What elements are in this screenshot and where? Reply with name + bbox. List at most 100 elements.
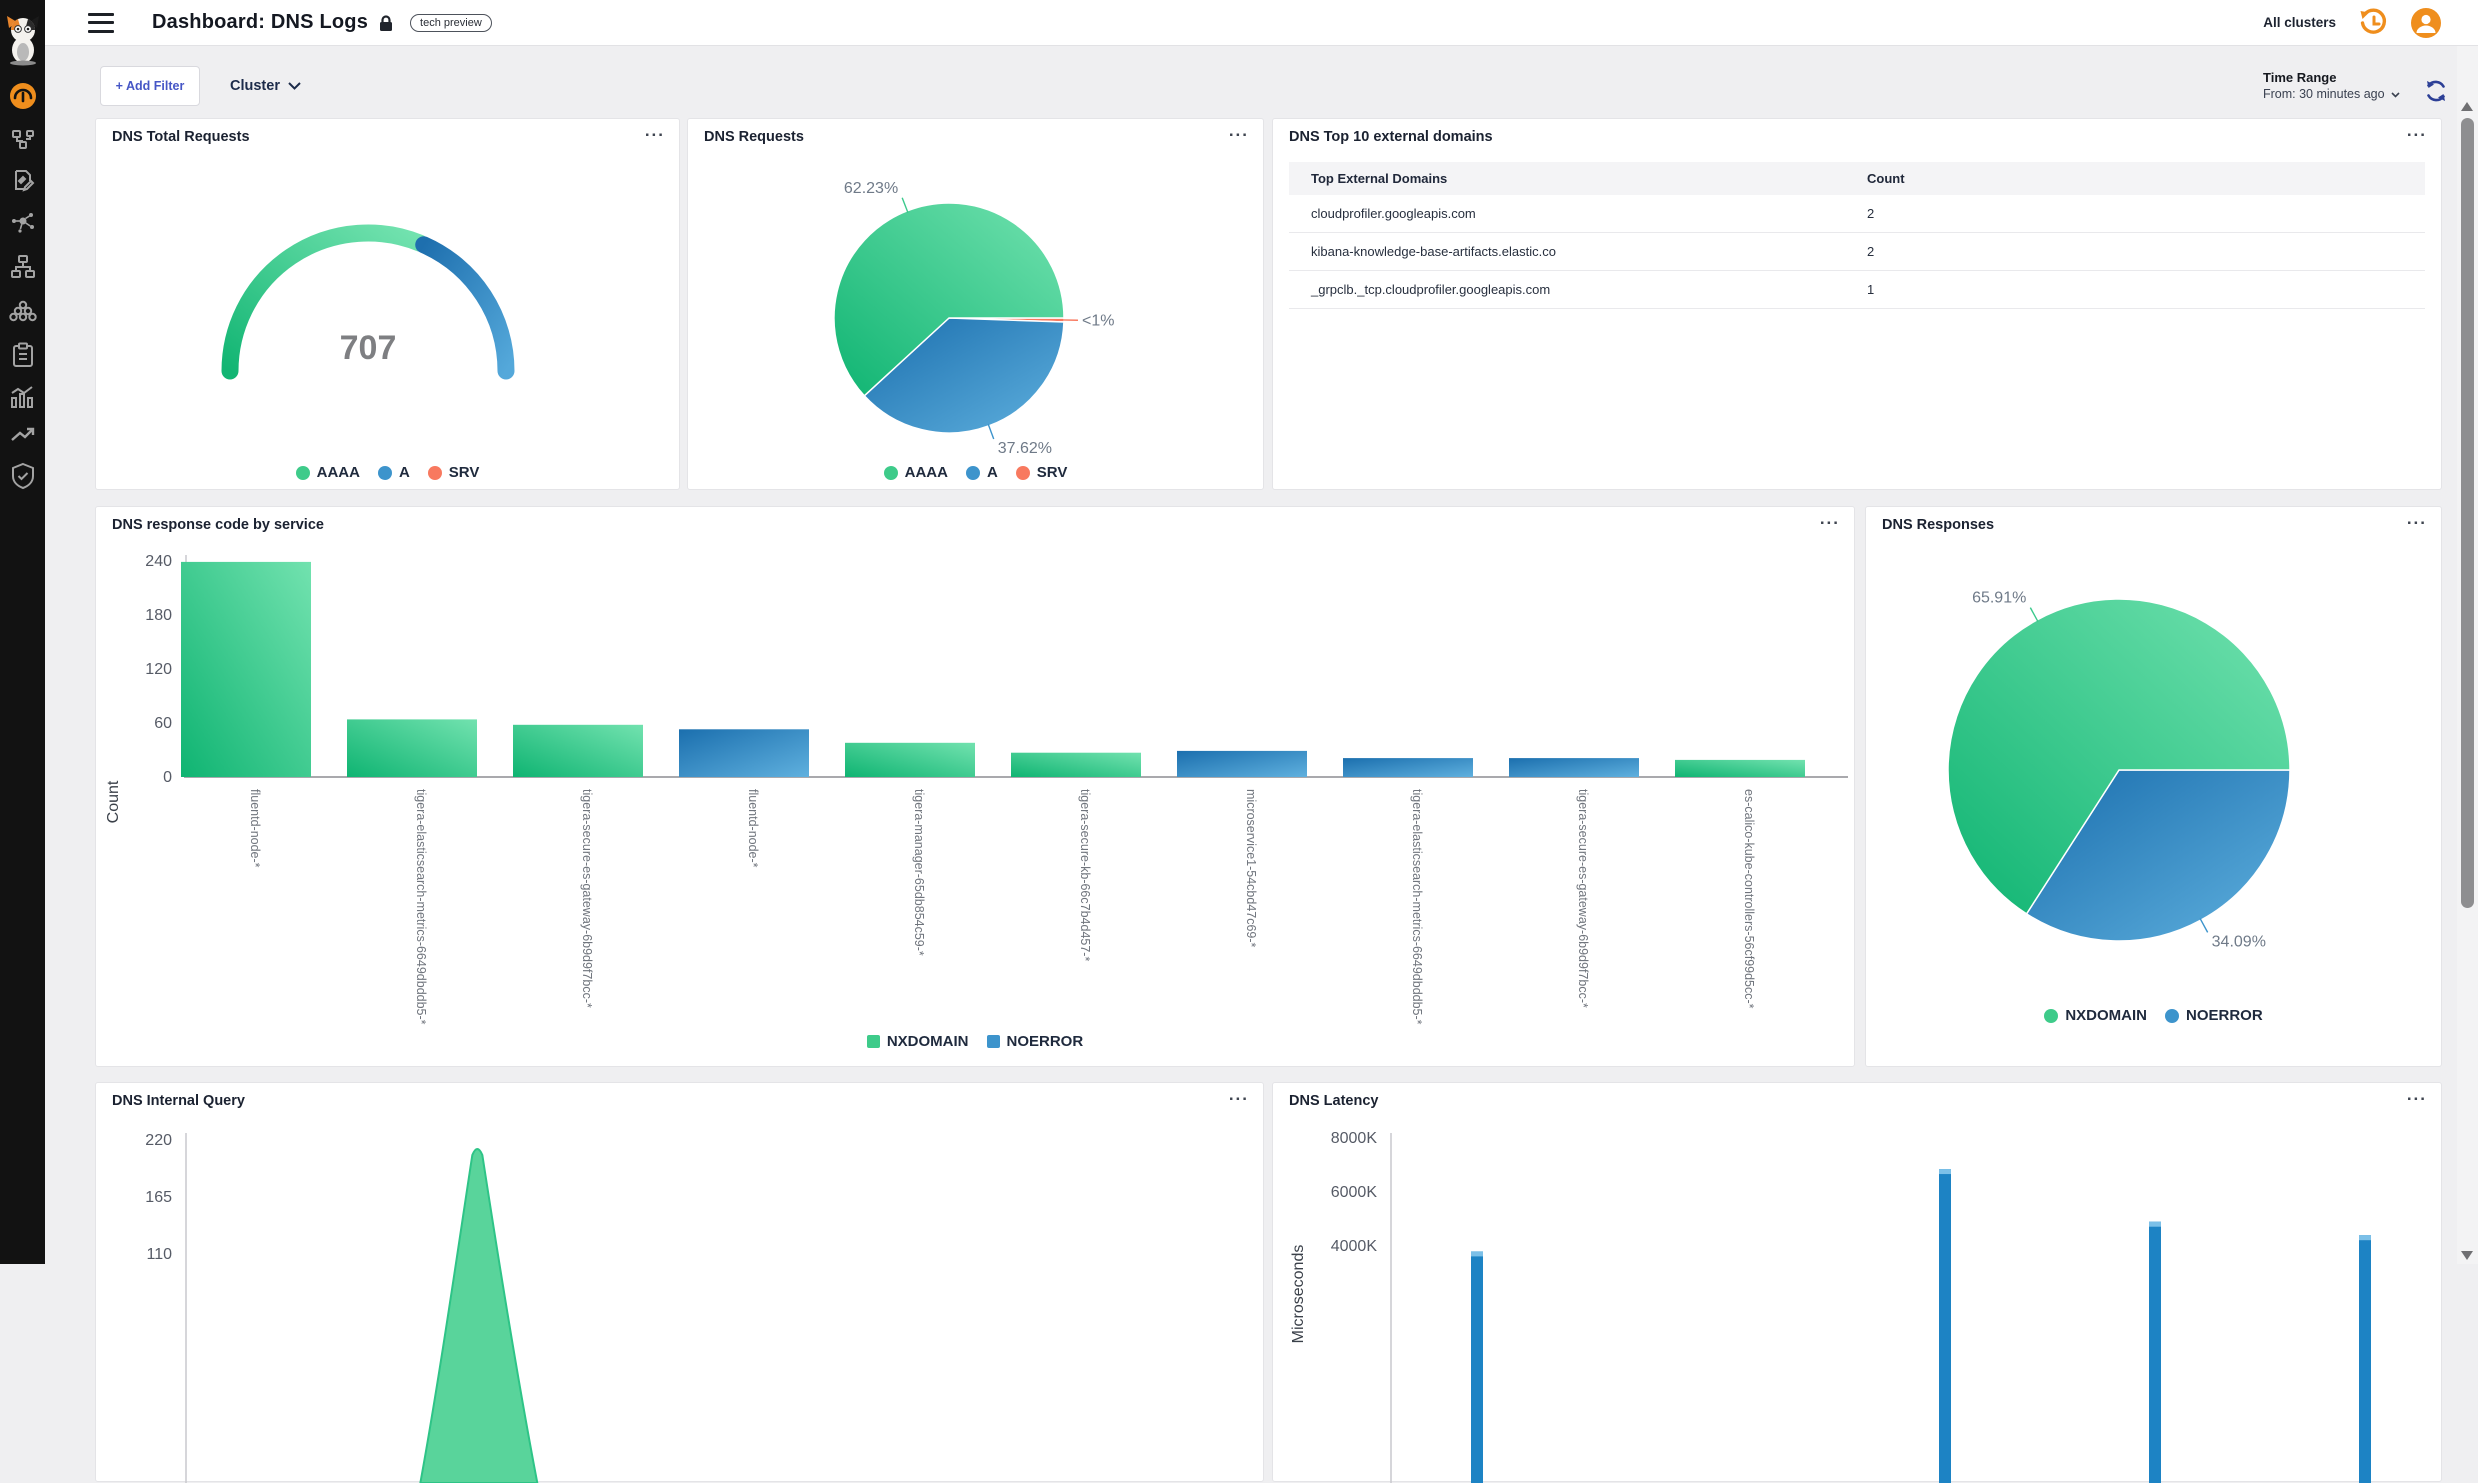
legend-item-a[interactable]: A: [377, 464, 410, 481]
panel-menu-button[interactable]: ...: [2406, 121, 2427, 140]
y-axis-tick: 0: [163, 769, 172, 786]
legend-swatch: [986, 1035, 1000, 1048]
bar-noerror[interactable]: [679, 729, 809, 777]
legend-label: NOERROR: [1006, 1033, 1084, 1050]
calico-cat-logo[interactable]: [0, 14, 45, 66]
pie-slice-label: <1%: [1082, 312, 1114, 329]
scroll-up-arrow[interactable]: [2461, 102, 2473, 111]
shield-check-icon: [11, 462, 34, 490]
page-title: Dashboard: DNS Logs: [152, 11, 369, 33]
legend-item-aaaa[interactable]: AAAA: [295, 464, 360, 481]
chevron-down-icon: [288, 82, 301, 90]
x-axis-category-label: tigera-secure-kb-66c7b4d457-*: [1078, 789, 1092, 961]
bar-nxdomain[interactable]: [845, 742, 975, 777]
vertical-scrollbar[interactable]: [2457, 46, 2478, 1264]
sidebar-item-network-sets[interactable]: [0, 254, 45, 280]
legend-item-srv[interactable]: SRV: [427, 464, 480, 481]
bar-noerror[interactable]: [1177, 750, 1307, 777]
y-axis-tick: 60: [154, 715, 172, 732]
sidebar-item-compliance[interactable]: [0, 342, 45, 368]
panel-menu-button[interactable]: ...: [2406, 1085, 2427, 1104]
panel-menu-button[interactable]: ...: [1228, 121, 1249, 140]
sidebar-item-dashboards[interactable]: [0, 82, 45, 110]
sidebar-item-topology[interactable]: [0, 128, 45, 152]
sidebar-item-policies[interactable]: [0, 168, 45, 192]
x-axis-category-label: tigera-secure-es-gateway-6b9d9f7bcc-*: [580, 789, 594, 1008]
bar-nxdomain[interactable]: [181, 561, 311, 777]
y-axis-tick: 4000K: [1331, 1238, 1378, 1255]
cluster-filter-label: Cluster: [230, 78, 280, 94]
legend-label: NXDOMAIN: [886, 1033, 969, 1050]
legend-item-noerror[interactable]: NOERROR: [2165, 1007, 2263, 1024]
legend-swatch: [427, 465, 442, 480]
service-scatter-icon: [11, 213, 34, 233]
table-cell: 2: [1845, 232, 2425, 271]
pie-chart: 62.23% 37.62% <1%: [833, 180, 1114, 457]
sidebar-item-dashboards-metrics[interactable]: [0, 384, 45, 410]
latency-bar[interactable]: [2359, 1235, 2371, 1483]
bar-nxdomain[interactable]: [1011, 752, 1141, 777]
user-avatar-icon[interactable]: [2410, 7, 2442, 39]
y-axis-tick: 240: [145, 553, 172, 570]
cluster-scope-selector[interactable]: All clusters: [2263, 15, 2336, 30]
legend-swatch: [883, 465, 898, 480]
legend-label: SRV: [448, 464, 480, 481]
sidebar-item-alerts[interactable]: [0, 424, 45, 446]
chart-legend[interactable]: AAAA A SRV: [96, 464, 679, 481]
legend-label: NOERROR: [2186, 1007, 2263, 1024]
latency-bar[interactable]: [2149, 1221, 2161, 1483]
legend-swatch: [2165, 1008, 2179, 1023]
bar-chart: 0 60 120 180 240 Count fluentd-node-* tigera-el…: [105, 553, 1848, 1025]
legend-item-noerror[interactable]: NOERROR: [986, 1033, 1084, 1050]
time-range-value[interactable]: From: 30 minutes ago: [2263, 87, 2400, 101]
bar-noerror[interactable]: [1509, 758, 1639, 777]
legend-item-a[interactable]: A: [965, 464, 998, 481]
pie-slice-label: 65.91%: [1972, 590, 2026, 607]
panel-dns-requests: DNS Requests ... 62.23% 37.62% <1% AAAA A SR…: [687, 118, 1264, 490]
scrollbar-thumb[interactable]: [2461, 118, 2474, 908]
area-series[interactable]: [419, 1148, 539, 1483]
legend-item-aaaa[interactable]: AAAA: [883, 464, 948, 481]
panel-menu-button[interactable]: ...: [2406, 509, 2427, 528]
sidebar-item-service-graph[interactable]: [0, 208, 45, 234]
table-row: _grpclb._tcp.cloudprofiler.googleapis.co…: [1289, 270, 2425, 309]
bar-nxdomain[interactable]: [1675, 759, 1805, 777]
y-axis-tick: 180: [145, 607, 172, 624]
sidebar-item-threat-defense[interactable]: [0, 462, 45, 490]
latency-bar[interactable]: [1471, 1251, 1483, 1483]
refresh-icon[interactable]: [2423, 78, 2449, 104]
panel-menu-button[interactable]: ...: [1228, 1085, 1249, 1104]
lock-icon: [380, 14, 393, 31]
legend-item-srv[interactable]: SRV: [1015, 464, 1067, 481]
x-axis-category-label: fluentd-node-*: [248, 789, 262, 868]
bar-nxdomain[interactable]: [347, 719, 477, 777]
column-header: Top External Domains: [1289, 162, 1845, 195]
scroll-down-arrow[interactable]: [2461, 1251, 2473, 1260]
sitemap-icon: [10, 255, 35, 278]
chart-legend[interactable]: AAAA A SRV: [688, 464, 1263, 481]
panel-dns-total-requests: DNS Total Requests ... 707 AAAA A SRV: [95, 118, 680, 490]
y-axis-label: Count: [105, 780, 122, 823]
x-axis-category-label: tigera-secure-es-gateway-6b9d9f7bcc-*: [1576, 789, 1590, 1008]
add-filter-button[interactable]: + Add Filter: [100, 66, 200, 106]
column-header: Count: [1845, 162, 2425, 195]
bar-noerror[interactable]: [1343, 758, 1473, 777]
panel-title: DNS Latency: [1289, 1093, 1379, 1109]
legend-item-nxdomain[interactable]: NXDOMAIN: [2044, 1007, 2147, 1024]
chart-legend[interactable]: NXDOMAIN NOERROR: [96, 1033, 1854, 1050]
history-icon[interactable]: [2358, 8, 2388, 38]
latency-bar[interactable]: [1939, 1169, 1951, 1483]
chevron-down-icon: [2391, 92, 2400, 98]
bar-nxdomain[interactable]: [513, 724, 643, 777]
panel-dns-response-code-by-service: DNS response code by service ... 0 60 120 1…: [95, 506, 1855, 1067]
panel-menu-button[interactable]: ...: [644, 121, 665, 140]
legend-item-nxdomain[interactable]: NXDOMAIN: [866, 1033, 969, 1050]
panel-menu-button[interactable]: ...: [1819, 509, 1840, 528]
y-axis-label: Microseconds: [1290, 1245, 1307, 1344]
cluster-filter-dropdown[interactable]: Cluster: [230, 66, 301, 106]
sidebar-item-workloads[interactable]: [0, 298, 45, 324]
chart-legend[interactable]: NXDOMAIN NOERROR: [1866, 1007, 2441, 1024]
hamburger-menu-icon[interactable]: [88, 12, 114, 33]
y-axis-tick: 220: [145, 1132, 172, 1149]
table-cell: _grpclb._tcp.cloudprofiler.googleapis.co…: [1289, 270, 1845, 309]
